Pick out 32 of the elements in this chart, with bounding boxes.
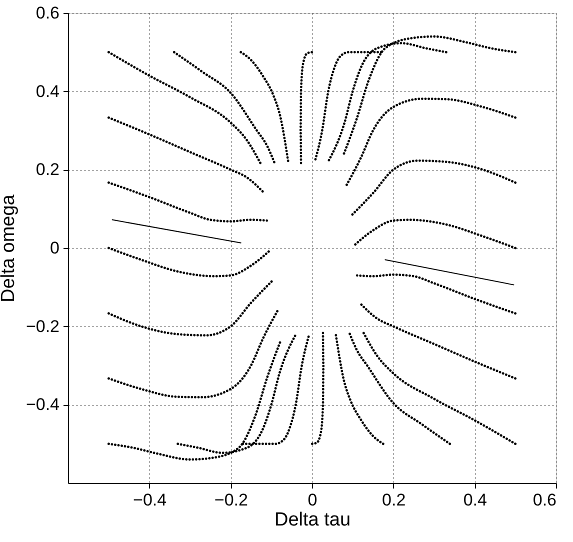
x-tick-label: 0.2 [382, 490, 406, 510]
x-tick-label: 0 [308, 490, 318, 510]
line-series [107, 246, 272, 278]
line-series [352, 218, 517, 250]
line-series [240, 50, 290, 164]
y-axis-title: Delta omega [0, 194, 19, 302]
line-series [299, 50, 314, 164]
y-tick-label: 0.6 [36, 4, 60, 22]
y-tick-label: 0 [50, 238, 60, 258]
x-tick-label: 0.4 [463, 490, 487, 510]
x-tick-label: 0.6 [532, 490, 556, 510]
y-tick-label: −0.2 [26, 316, 60, 336]
line-series [348, 332, 452, 446]
y-tick-label: 0.4 [36, 82, 60, 101]
line-series [107, 181, 268, 223]
line-series [344, 98, 517, 188]
line-series [362, 332, 517, 446]
y-tick-label: −0.4 [26, 395, 60, 414]
line-series [349, 159, 517, 218]
y-tick-label: 0.2 [36, 160, 60, 180]
line-series [360, 302, 517, 380]
line-series [356, 273, 517, 315]
line-series [334, 332, 384, 446]
x-tick-label: −0.4 [133, 490, 167, 510]
line-series [107, 308, 280, 398]
x-axis-title: Delta tau [274, 510, 351, 530]
line-series [107, 116, 264, 194]
line-series [107, 278, 275, 337]
line-series [172, 50, 276, 164]
line-series [310, 332, 325, 446]
line-series [107, 50, 262, 164]
x-tick-label: −0.2 [214, 490, 248, 510]
